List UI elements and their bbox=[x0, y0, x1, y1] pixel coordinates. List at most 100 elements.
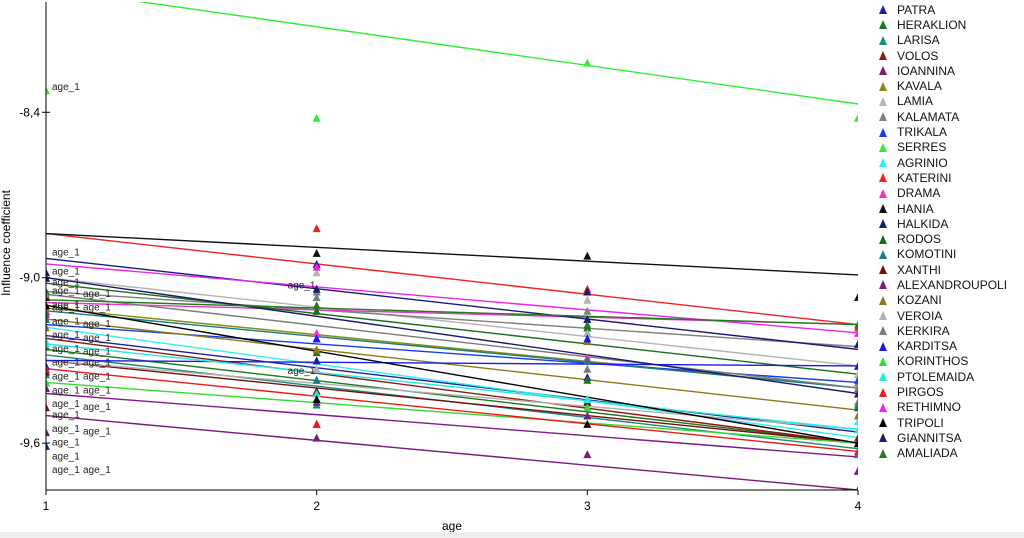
point-label: age_1 bbox=[288, 280, 316, 291]
point-label: age_1 bbox=[83, 427, 111, 438]
series-line-ptolemaida bbox=[46, 343, 858, 431]
triangle-marker-icon bbox=[879, 295, 887, 305]
legend-item: KOZANI bbox=[872, 293, 1022, 308]
data-point-volos bbox=[46, 403, 50, 412]
legend-label: PATRA bbox=[897, 2, 936, 17]
legend-item: HANIA bbox=[872, 201, 1022, 216]
legend-label: IOANNINA bbox=[897, 63, 956, 78]
data-point-rethimno bbox=[312, 262, 321, 271]
scrollbar-strip[interactable] bbox=[0, 532, 1024, 538]
series-line-pirgos bbox=[46, 367, 858, 453]
data-point-alexandroupoli bbox=[854, 466, 858, 475]
axes: -8,4 -9,0 -9,6 1 2 3 4 age Influence coefficient bbox=[0, 2, 862, 532]
legend-item: AMALIADA bbox=[872, 446, 1022, 461]
data-point-pirgos bbox=[46, 364, 50, 373]
series-line-lamia bbox=[46, 277, 858, 367]
point-label: age_1 bbox=[52, 451, 80, 462]
triangle-marker-icon bbox=[879, 158, 887, 168]
legend-item: RETHIMNO bbox=[872, 400, 1022, 415]
triangle-marker-icon bbox=[879, 127, 887, 137]
data-point-amaliada bbox=[854, 320, 858, 329]
legend-label: HERAKLION bbox=[897, 17, 967, 32]
data-point-korinthos bbox=[583, 403, 592, 412]
legend-label: VEROIA bbox=[897, 308, 943, 323]
data-point-patra bbox=[46, 441, 50, 450]
point-label: age_1 bbox=[52, 424, 80, 435]
legend-item: PATRA bbox=[872, 2, 1022, 17]
data-point-rodos bbox=[312, 306, 321, 315]
data-point-halkida bbox=[854, 339, 858, 348]
point-label: age_1 bbox=[83, 385, 111, 396]
triangle-marker-icon bbox=[879, 142, 887, 152]
data-point-rethimno bbox=[854, 328, 858, 337]
legend-label: KOZANI bbox=[897, 293, 942, 308]
legend-item: PIRGOS bbox=[872, 384, 1022, 399]
legend-item: TRIKALA bbox=[872, 124, 1022, 139]
legend-label: TRIKALA bbox=[897, 125, 948, 140]
legend-label: HANIA bbox=[897, 201, 934, 216]
data-point-ioannina bbox=[583, 450, 592, 459]
series-line-amaliada bbox=[46, 299, 858, 326]
triangle-marker-icon bbox=[879, 173, 887, 183]
data-point-tripoli bbox=[46, 301, 50, 310]
legend-item: IOANNINA bbox=[872, 63, 1022, 78]
series-line-xanthi bbox=[46, 359, 858, 444]
data-point-ptolemaida bbox=[312, 389, 321, 398]
legend-label: GIANNITSA bbox=[897, 430, 962, 445]
legend-label: VOLOS bbox=[897, 48, 939, 63]
data-point-karditsa bbox=[583, 334, 592, 343]
data-point-pirgos bbox=[312, 419, 321, 428]
triangle-marker-icon bbox=[879, 188, 887, 198]
point-label: age_1 bbox=[83, 333, 111, 344]
data-point-kerkira bbox=[854, 383, 858, 392]
legend-label: KERKIRA bbox=[897, 323, 950, 338]
data-point-kozani bbox=[312, 345, 321, 354]
legend-label: LAMIA bbox=[897, 94, 934, 109]
legend-item: LARISA bbox=[872, 33, 1022, 48]
data-point-tripoli bbox=[583, 419, 592, 428]
point-label: age_1 bbox=[83, 465, 111, 476]
point-label: age_1 bbox=[52, 410, 80, 421]
series-line-serres bbox=[137, 2, 858, 105]
series-line-rodos bbox=[46, 282, 858, 375]
data-point-volos bbox=[854, 433, 858, 442]
legend-label: PIRGOS bbox=[897, 385, 944, 400]
triangle-marker-icon bbox=[879, 402, 887, 412]
legend-label: DRAMA bbox=[897, 186, 941, 201]
data-point-amaliada bbox=[312, 301, 321, 310]
x-tick-label: 3 bbox=[584, 499, 591, 513]
data-point-karditsa bbox=[854, 361, 858, 370]
x-axis-title: age bbox=[442, 519, 462, 532]
point-label: age_1 bbox=[52, 278, 80, 289]
legend-label: KOMOTINI bbox=[897, 247, 957, 262]
legend-item: TRIPOLI bbox=[872, 415, 1022, 430]
legend-item: GIANNITSA bbox=[872, 430, 1022, 445]
triangle-marker-icon bbox=[879, 372, 887, 382]
point-label: age_1 bbox=[83, 289, 111, 300]
point-label: age_1 bbox=[52, 330, 80, 341]
triangle-marker-icon bbox=[879, 448, 887, 458]
series-line-rethimno bbox=[46, 263, 858, 334]
data-point-serres bbox=[583, 58, 592, 67]
data-point-halkida bbox=[46, 268, 50, 277]
series-line-alexandroupoli bbox=[46, 392, 858, 458]
triangle-marker-icon bbox=[879, 51, 887, 61]
legend-item: AGRINIO bbox=[872, 155, 1022, 170]
data-point-ptolemaida bbox=[583, 395, 592, 404]
data-point-serres bbox=[46, 86, 50, 95]
series-line-katerini bbox=[46, 232, 858, 326]
legend-item: HERAKLION bbox=[872, 17, 1022, 32]
data-point-veroia bbox=[583, 328, 592, 337]
x-tick-label: 1 bbox=[43, 499, 50, 513]
legend-item: KATERINI bbox=[872, 170, 1022, 185]
triangle-marker-icon bbox=[879, 311, 887, 321]
data-point-kerkira bbox=[46, 290, 50, 299]
data-point-ioannina bbox=[46, 428, 50, 437]
legend-label: AMALIADA bbox=[897, 446, 958, 461]
triangle-marker-icon bbox=[879, 96, 887, 106]
point-label: age_1 bbox=[83, 402, 111, 413]
legend-label: KALAMATA bbox=[897, 109, 960, 124]
legend-item: KOMOTINI bbox=[872, 247, 1022, 262]
point-label: age_1 bbox=[52, 267, 80, 278]
data-point-trikala bbox=[854, 375, 858, 384]
